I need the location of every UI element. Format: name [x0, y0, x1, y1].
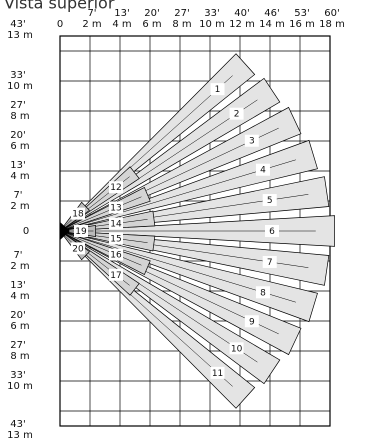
top-axis-label: 27': [174, 8, 189, 19]
top-axis-label: 2 m: [82, 19, 101, 30]
top-axis-label: 4 m: [112, 19, 131, 30]
left-axis-label: 10 m: [7, 81, 33, 92]
zone-label: 8: [260, 288, 266, 298]
zone-label: 20: [72, 244, 84, 254]
zone-label: 1: [215, 85, 221, 95]
zone-label: 10: [231, 344, 243, 354]
title: Vista superior: [4, 0, 115, 13]
zone-label-bg: [109, 248, 123, 261]
left-axis-label: 20': [10, 310, 25, 321]
left-axis-label: 0: [23, 226, 29, 237]
zone-label: 4: [260, 166, 266, 176]
left-axis-label: 6 m: [10, 141, 29, 152]
zone-label-bg: [244, 315, 259, 328]
left-axis-label: 20': [10, 130, 25, 141]
zone-label-bg: [229, 342, 244, 355]
labels: 07'2 m13'4 m20'6 m27'8 m33'10 m40'12 m46…: [7, 8, 345, 439]
zone-label-bg: [70, 207, 85, 220]
left-axis-label: 7': [13, 190, 22, 201]
zone-label: 19: [75, 227, 87, 237]
top-axis-label: 0: [57, 19, 63, 30]
left-axis-label: 2 m: [10, 261, 29, 272]
top-axis-label: 53': [294, 8, 309, 19]
zone-label-bg: [109, 201, 123, 214]
zone-label: 16: [110, 251, 122, 261]
left-axis-label: 8 m: [10, 111, 29, 122]
left-axis-label: 43': [10, 419, 25, 430]
zone-label-bg: [109, 232, 123, 245]
left-axis-label: 43': [10, 19, 25, 30]
beams: [59, 53, 335, 409]
top-axis-label: 18 m: [319, 19, 345, 30]
zone-label: 13: [110, 203, 121, 213]
left-axis-label: 13 m: [7, 430, 33, 439]
left-axis-label: 27': [10, 100, 25, 111]
zone-label-bg: [229, 107, 244, 120]
left-axis-label: 13 m: [7, 30, 33, 41]
zone-label: 5: [267, 196, 273, 206]
top-axis-label: 13': [114, 8, 129, 19]
left-axis-label: 6 m: [10, 321, 29, 332]
zone-label-bg: [244, 134, 259, 147]
left-axis-label: 10 m: [7, 381, 33, 392]
zone-label-bg: [109, 181, 123, 194]
left-axis-label: 33': [10, 70, 25, 81]
zone-label-bg: [255, 163, 270, 176]
left-axis-label: 4 m: [10, 171, 29, 182]
top-axis-label: 16 m: [289, 19, 315, 30]
top-axis-label: 60': [324, 8, 339, 19]
zone-label: 3: [249, 137, 255, 147]
top-axis-label: 14 m: [259, 19, 285, 30]
zone-label-bg: [262, 255, 277, 268]
top-axis-label: 40': [234, 8, 249, 19]
detection-beam: [59, 186, 151, 232]
zone-label: 6: [269, 227, 275, 237]
beam-axis: [59, 230, 142, 266]
top-axis-label: 7': [87, 8, 96, 19]
zone-label: 2: [234, 110, 240, 120]
top-axis-label: 10 m: [199, 19, 225, 30]
top-axis-label: 46': [264, 8, 279, 19]
top-axis-label: 20': [144, 8, 159, 19]
left-axis-label: 13': [10, 280, 25, 291]
zone-label-bg: [74, 225, 88, 237]
detection-beam: [59, 230, 151, 276]
zone-label-bg: [210, 83, 225, 96]
left-axis-label: 7': [13, 250, 22, 261]
top-axis-label: 8 m: [172, 19, 191, 30]
zone-label: 14: [110, 220, 122, 230]
left-axis-label: 8 m: [10, 351, 29, 362]
zone-label-bg: [70, 242, 85, 255]
zone-label: 17: [110, 271, 121, 281]
zone-label-bg: [262, 194, 277, 207]
zone-label-bg: [109, 268, 123, 281]
left-axis-label: 27': [10, 340, 25, 351]
zone-label: 7: [267, 258, 273, 268]
zone-label: 11: [212, 369, 223, 379]
zone-label-bg: [265, 225, 279, 237]
zone-label: 12: [110, 183, 121, 193]
sensor: [60, 222, 70, 240]
zone-label-bg: [210, 366, 225, 379]
zone-label-bg: [109, 217, 123, 230]
left-axis-label: 4 m: [10, 291, 29, 302]
zone-label: 9: [249, 317, 255, 327]
zone-label-bg: [255, 286, 270, 299]
top-axis-label: 6 m: [142, 19, 161, 30]
beam-axis: [59, 196, 142, 232]
left-axis-label: 33': [10, 370, 25, 381]
zone-label: 18: [72, 210, 84, 220]
left-axis-label: 2 m: [10, 201, 29, 212]
top-axis-label: 33': [204, 8, 219, 19]
zone-label: 15: [110, 234, 121, 244]
left-axis-label: 13': [10, 160, 25, 171]
top-axis-label: 12 m: [229, 19, 255, 30]
